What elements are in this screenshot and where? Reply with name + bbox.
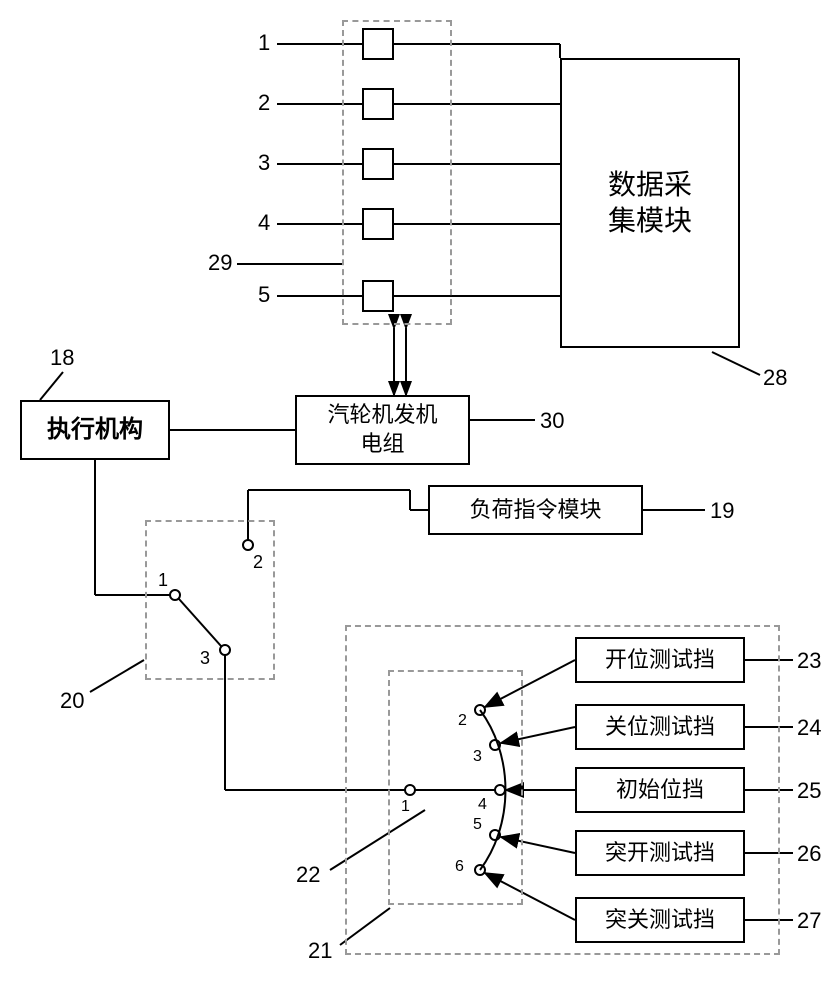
ref-3: 3 (258, 150, 270, 176)
ref-27: 27 (797, 908, 821, 934)
load-command-module: 负荷指令模块 (428, 485, 643, 535)
gear-label-2: 初始位挡 (616, 776, 704, 805)
sensor-group (342, 20, 452, 325)
inner-t5: 5 (473, 816, 482, 834)
ref-5: 5 (258, 282, 270, 308)
gear-suddenopen-test: 突开测试挡 (575, 830, 745, 876)
outer-t1: 1 (158, 570, 168, 591)
ref-18: 18 (50, 345, 74, 371)
ref-2: 2 (258, 90, 270, 116)
actuator-label: 执行机构 (47, 414, 143, 445)
data-acquisition-module: 数据采 集模块 (560, 58, 740, 348)
sensor-5 (362, 280, 394, 312)
sensor-1 (362, 28, 394, 60)
ref-25: 25 (797, 778, 821, 804)
inner-t6: 6 (455, 858, 464, 876)
ref-1: 1 (258, 30, 270, 56)
ref-21: 21 (308, 938, 332, 964)
sensor-2 (362, 88, 394, 120)
turbine-label: 汽轮机发机 电组 (327, 401, 437, 458)
ref-22: 22 (296, 862, 320, 888)
outer-t3: 3 (200, 648, 210, 669)
ref-26: 26 (797, 841, 821, 867)
sensor-4 (362, 208, 394, 240)
gear-label-3: 突开测试挡 (605, 839, 715, 868)
gear-open-test: 开位测试挡 (575, 637, 745, 683)
gear-label-4: 突关测试挡 (605, 906, 715, 935)
ref-28: 28 (763, 365, 787, 391)
ref-30: 30 (540, 408, 564, 434)
actuator: 执行机构 (20, 400, 170, 460)
outer-t2: 2 (253, 552, 263, 573)
ref-24: 24 (797, 715, 821, 741)
sensor-3 (362, 148, 394, 180)
gear-label-1: 关位测试挡 (605, 713, 715, 742)
gear-close-test: 关位测试挡 (575, 704, 745, 750)
inner-t3: 3 (473, 748, 482, 766)
ref-19: 19 (710, 498, 734, 524)
ref-23: 23 (797, 648, 821, 674)
inner-t4: 4 (478, 796, 487, 814)
ref-20: 20 (60, 688, 84, 714)
gear-initial: 初始位挡 (575, 767, 745, 813)
loadcmd-label: 负荷指令模块 (469, 496, 601, 525)
ref-29: 29 (208, 250, 232, 276)
inner-t1: 1 (401, 798, 410, 816)
inner-t2: 2 (458, 712, 467, 730)
turbine-generator: 汽轮机发机 电组 (295, 395, 470, 465)
gear-suddenclose-test: 突关测试挡 (575, 897, 745, 943)
data-acq-label: 数据采 集模块 (608, 167, 692, 240)
ref-4: 4 (258, 210, 270, 236)
gear-label-0: 开位测试挡 (605, 646, 715, 675)
